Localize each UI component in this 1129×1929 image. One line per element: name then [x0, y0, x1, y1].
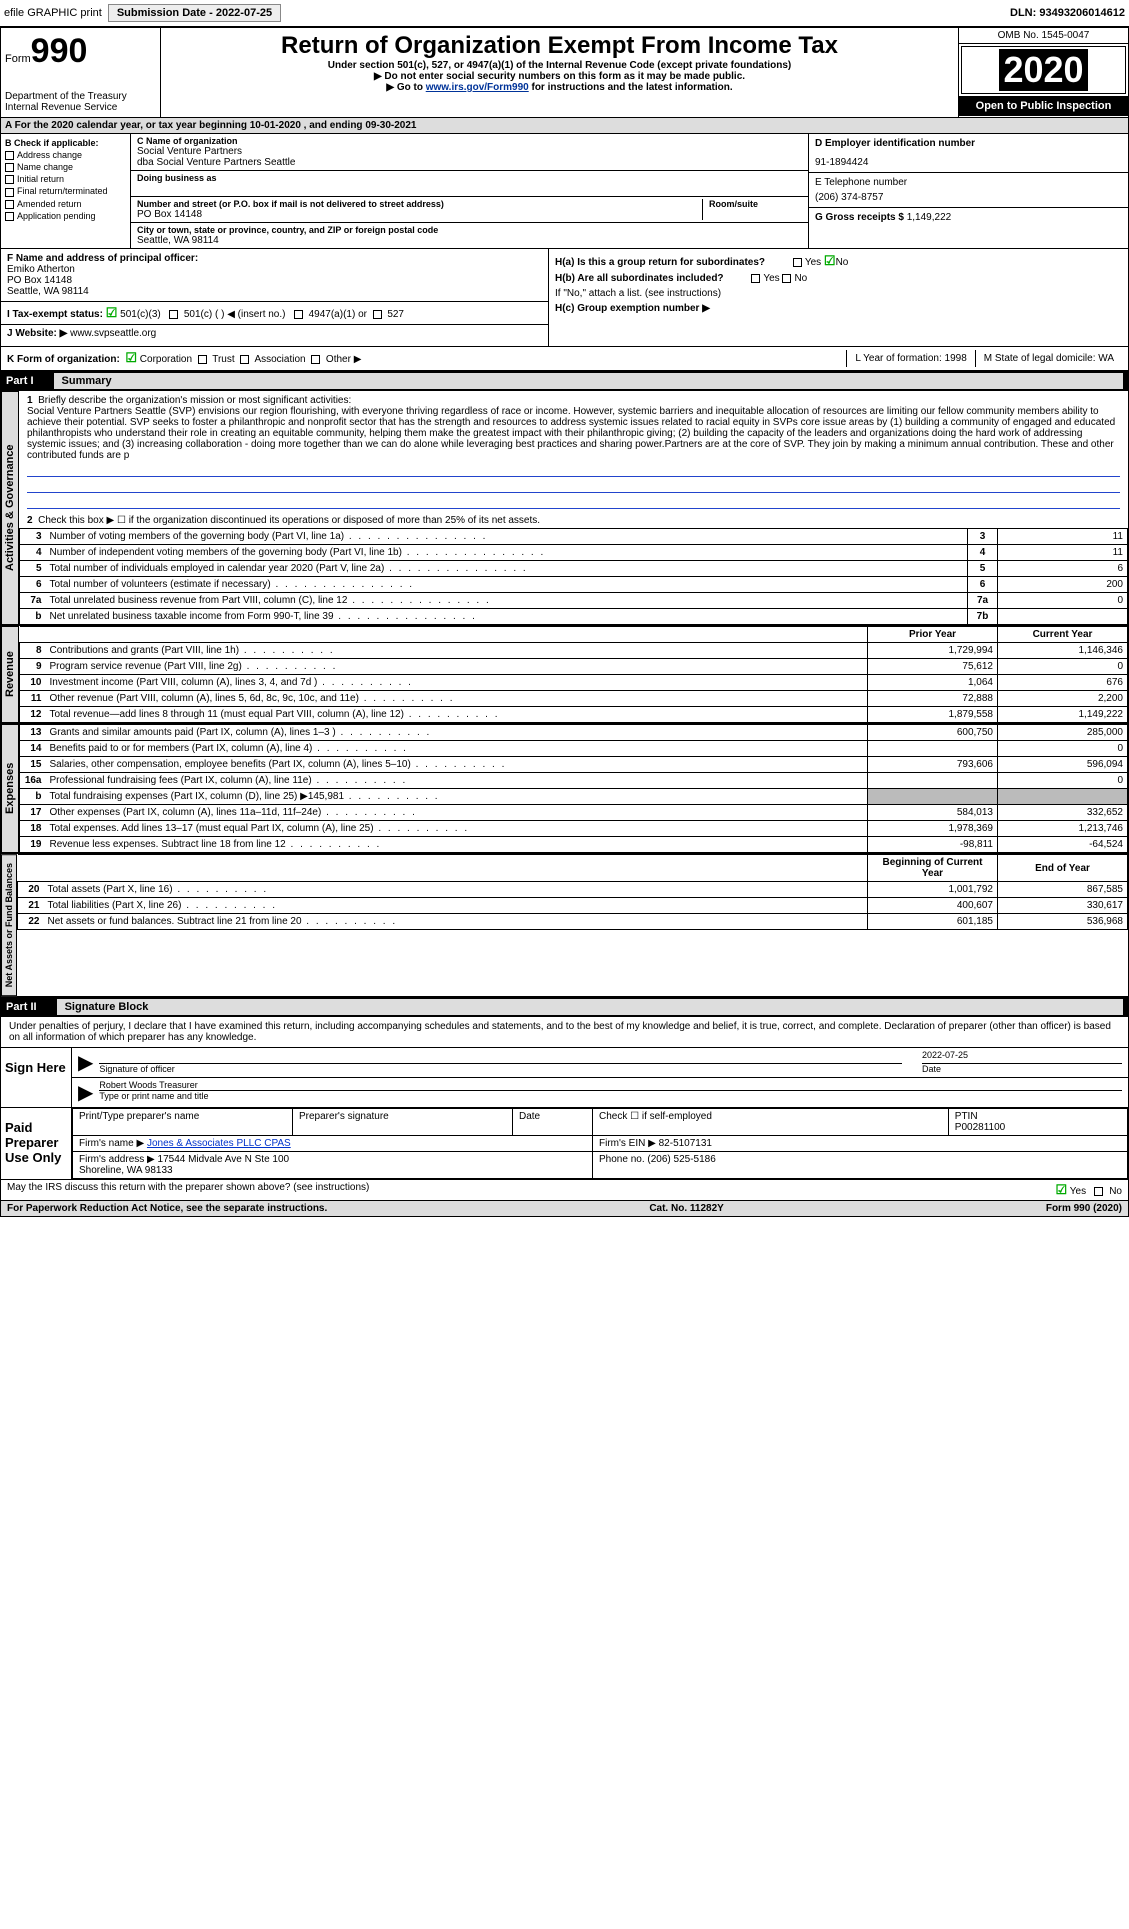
mission-block: 1 Briefly describe the organization's mi… [19, 391, 1128, 513]
part1-header: Part I Summary [0, 371, 1129, 391]
officer-name: Emiko Atherton [7, 264, 542, 275]
check-applicable: B Check if applicable: Address change Na… [1, 134, 131, 248]
sign-here-label: Sign Here [1, 1048, 71, 1107]
governance-section: Activities & Governance 1 Briefly descri… [0, 391, 1129, 626]
subtitle-2: ▶ Do not enter social security numbers o… [169, 71, 950, 82]
room-label: Room/suite [709, 199, 802, 209]
header-left: Form990 Department of the Treasury Inter… [1, 28, 161, 117]
chk-final[interactable] [5, 188, 14, 197]
sign-here-block: Sign Here ▶ Signature of officer 2022-07… [0, 1048, 1129, 1108]
org-dba: dba Social Venture Partners Seattle [137, 157, 802, 168]
officer-block: F Name and address of principal officer:… [0, 249, 1129, 347]
officer-printed: Robert Woods Treasurer [99, 1080, 1122, 1091]
discuss-row: May the IRS discuss this return with the… [0, 1180, 1129, 1201]
efile-label: efile GRAPHIC print [4, 7, 102, 19]
state-domicile: M State of legal domicile: WA [975, 350, 1122, 367]
part2-header: Part II Signature Block [0, 997, 1129, 1017]
revenue-section: Revenue Prior YearCurrent Year 8Contribu… [0, 626, 1129, 724]
check-no-icon: ☑ [824, 253, 836, 268]
gross-receipts: 1,149,222 [907, 212, 952, 223]
officer-left: F Name and address of principal officer:… [1, 249, 548, 346]
chk-yes-icon: ☑ [1055, 1182, 1067, 1197]
officer-addr2: Seattle, WA 98114 [7, 286, 542, 297]
goto-post: for instructions and the latest informat… [529, 82, 733, 93]
tax-year-row: A For the 2020 calendar year, or tax yea… [0, 118, 1129, 134]
paid-preparer-block: Paid Preparer Use Only Print/Type prepar… [0, 1108, 1129, 1180]
arrow-icon: ▶ [78, 1050, 93, 1075]
tab-expenses: Expenses [1, 724, 19, 853]
governance-table: 3Number of voting members of the governi… [19, 528, 1128, 625]
g-label: G Gross receipts $ [815, 212, 904, 223]
tab-netassets: Net Assets or Fund Balances [1, 854, 17, 996]
org-name: Social Venture Partners [137, 146, 802, 157]
chk-501c3-icon: ☑ [106, 305, 118, 320]
addr-label: Number and street (or P.O. box if mail i… [137, 199, 702, 209]
year-formation: L Year of formation: 1998 [846, 350, 974, 367]
top-bar: efile GRAPHIC print Submission Date - 20… [0, 0, 1129, 27]
chk-address[interactable] [5, 151, 14, 160]
paid-preparer-label: Paid Preparer Use Only [1, 1108, 71, 1179]
arrow-icon: ▶ [78, 1080, 93, 1105]
subtitle-1: Under section 501(c), 527, or 4947(a)(1)… [169, 60, 950, 71]
form-header: Form990 Department of the Treasury Inter… [0, 27, 1129, 118]
dept-label: Department of the Treasury Internal Reve… [5, 91, 156, 113]
omb-number: OMB No. 1545-0047 [959, 28, 1128, 44]
header-right: OMB No. 1545-0047 2020 Open to Public In… [958, 28, 1128, 117]
form-number: 990 [31, 32, 88, 70]
dln-label: DLN: 93493206014612 [1010, 7, 1125, 19]
revenue-table: Prior YearCurrent Year 8Contributions an… [19, 626, 1128, 723]
form-title: Return of Organization Exempt From Incom… [169, 32, 950, 60]
preparer-table: Print/Type preparer's name Preparer's si… [72, 1108, 1128, 1179]
goto-pre: ▶ Go to [386, 82, 425, 93]
tab-revenue: Revenue [1, 626, 19, 723]
chk-amended[interactable] [5, 200, 14, 209]
org-city: Seattle, WA 98114 [137, 235, 802, 246]
irs-link[interactable]: www.irs.gov/Form990 [426, 82, 529, 93]
h-block: H(a) Is this a group return for subordin… [548, 249, 1128, 346]
chk-initial[interactable] [5, 175, 14, 184]
phone: (206) 374-8757 [815, 192, 1122, 203]
firm-name-link[interactable]: Jones & Associates PLLC CPAS [147, 1138, 291, 1149]
netassets-section: Net Assets or Fund Balances Beginning of… [0, 854, 1129, 997]
f-label: F Name and address of principal officer: [7, 253, 542, 264]
website: www.svpseattle.org [70, 328, 156, 339]
entity-block: B Check if applicable: Address change Na… [0, 134, 1129, 249]
e-label: E Telephone number [815, 177, 1122, 188]
entity-right: D Employer identification number 91-1894… [808, 134, 1128, 248]
tab-governance: Activities & Governance [1, 391, 19, 625]
city-label: City or town, state or province, country… [137, 225, 802, 235]
dba-label: Doing business as [137, 173, 802, 183]
netassets-table: Beginning of Current YearEnd of Year 20T… [17, 854, 1128, 930]
officer-addr1: PO Box 14148 [7, 275, 542, 286]
form-label: Form [5, 53, 31, 65]
entity-mid: C Name of organization Social Venture Pa… [131, 134, 808, 248]
chk-name[interactable] [5, 163, 14, 172]
footer-row: For Paperwork Reduction Act Notice, see … [0, 1201, 1129, 1217]
expenses-section: Expenses 13Grants and similar amounts pa… [0, 724, 1129, 854]
submission-date-button[interactable]: Submission Date - 2022-07-25 [108, 4, 281, 22]
j-label: J Website: ▶ [7, 328, 67, 339]
chk-app[interactable] [5, 212, 14, 221]
row-k: K Form of organization: ☑ Corporation Tr… [0, 347, 1129, 371]
open-public: Open to Public Inspection [959, 96, 1128, 116]
ein: 91-1894424 [815, 157, 1122, 168]
org-address: PO Box 14148 [137, 209, 702, 220]
mission-text: Social Venture Partners Seattle (SVP) en… [27, 406, 1115, 461]
perjury-statement: Under penalties of perjury, I declare th… [0, 1017, 1129, 1048]
tax-year: 2020 [999, 49, 1087, 91]
d-label: D Employer identification number [815, 138, 1122, 149]
header-center: Return of Organization Exempt From Incom… [161, 28, 958, 117]
expenses-table: 13Grants and similar amounts paid (Part … [19, 724, 1128, 853]
check-b-label: B Check if applicable: [5, 138, 126, 148]
chk-corp-icon: ☑ [125, 350, 137, 365]
c-label: C Name of organization [137, 136, 802, 146]
i-label: I Tax-exempt status: [7, 309, 103, 320]
